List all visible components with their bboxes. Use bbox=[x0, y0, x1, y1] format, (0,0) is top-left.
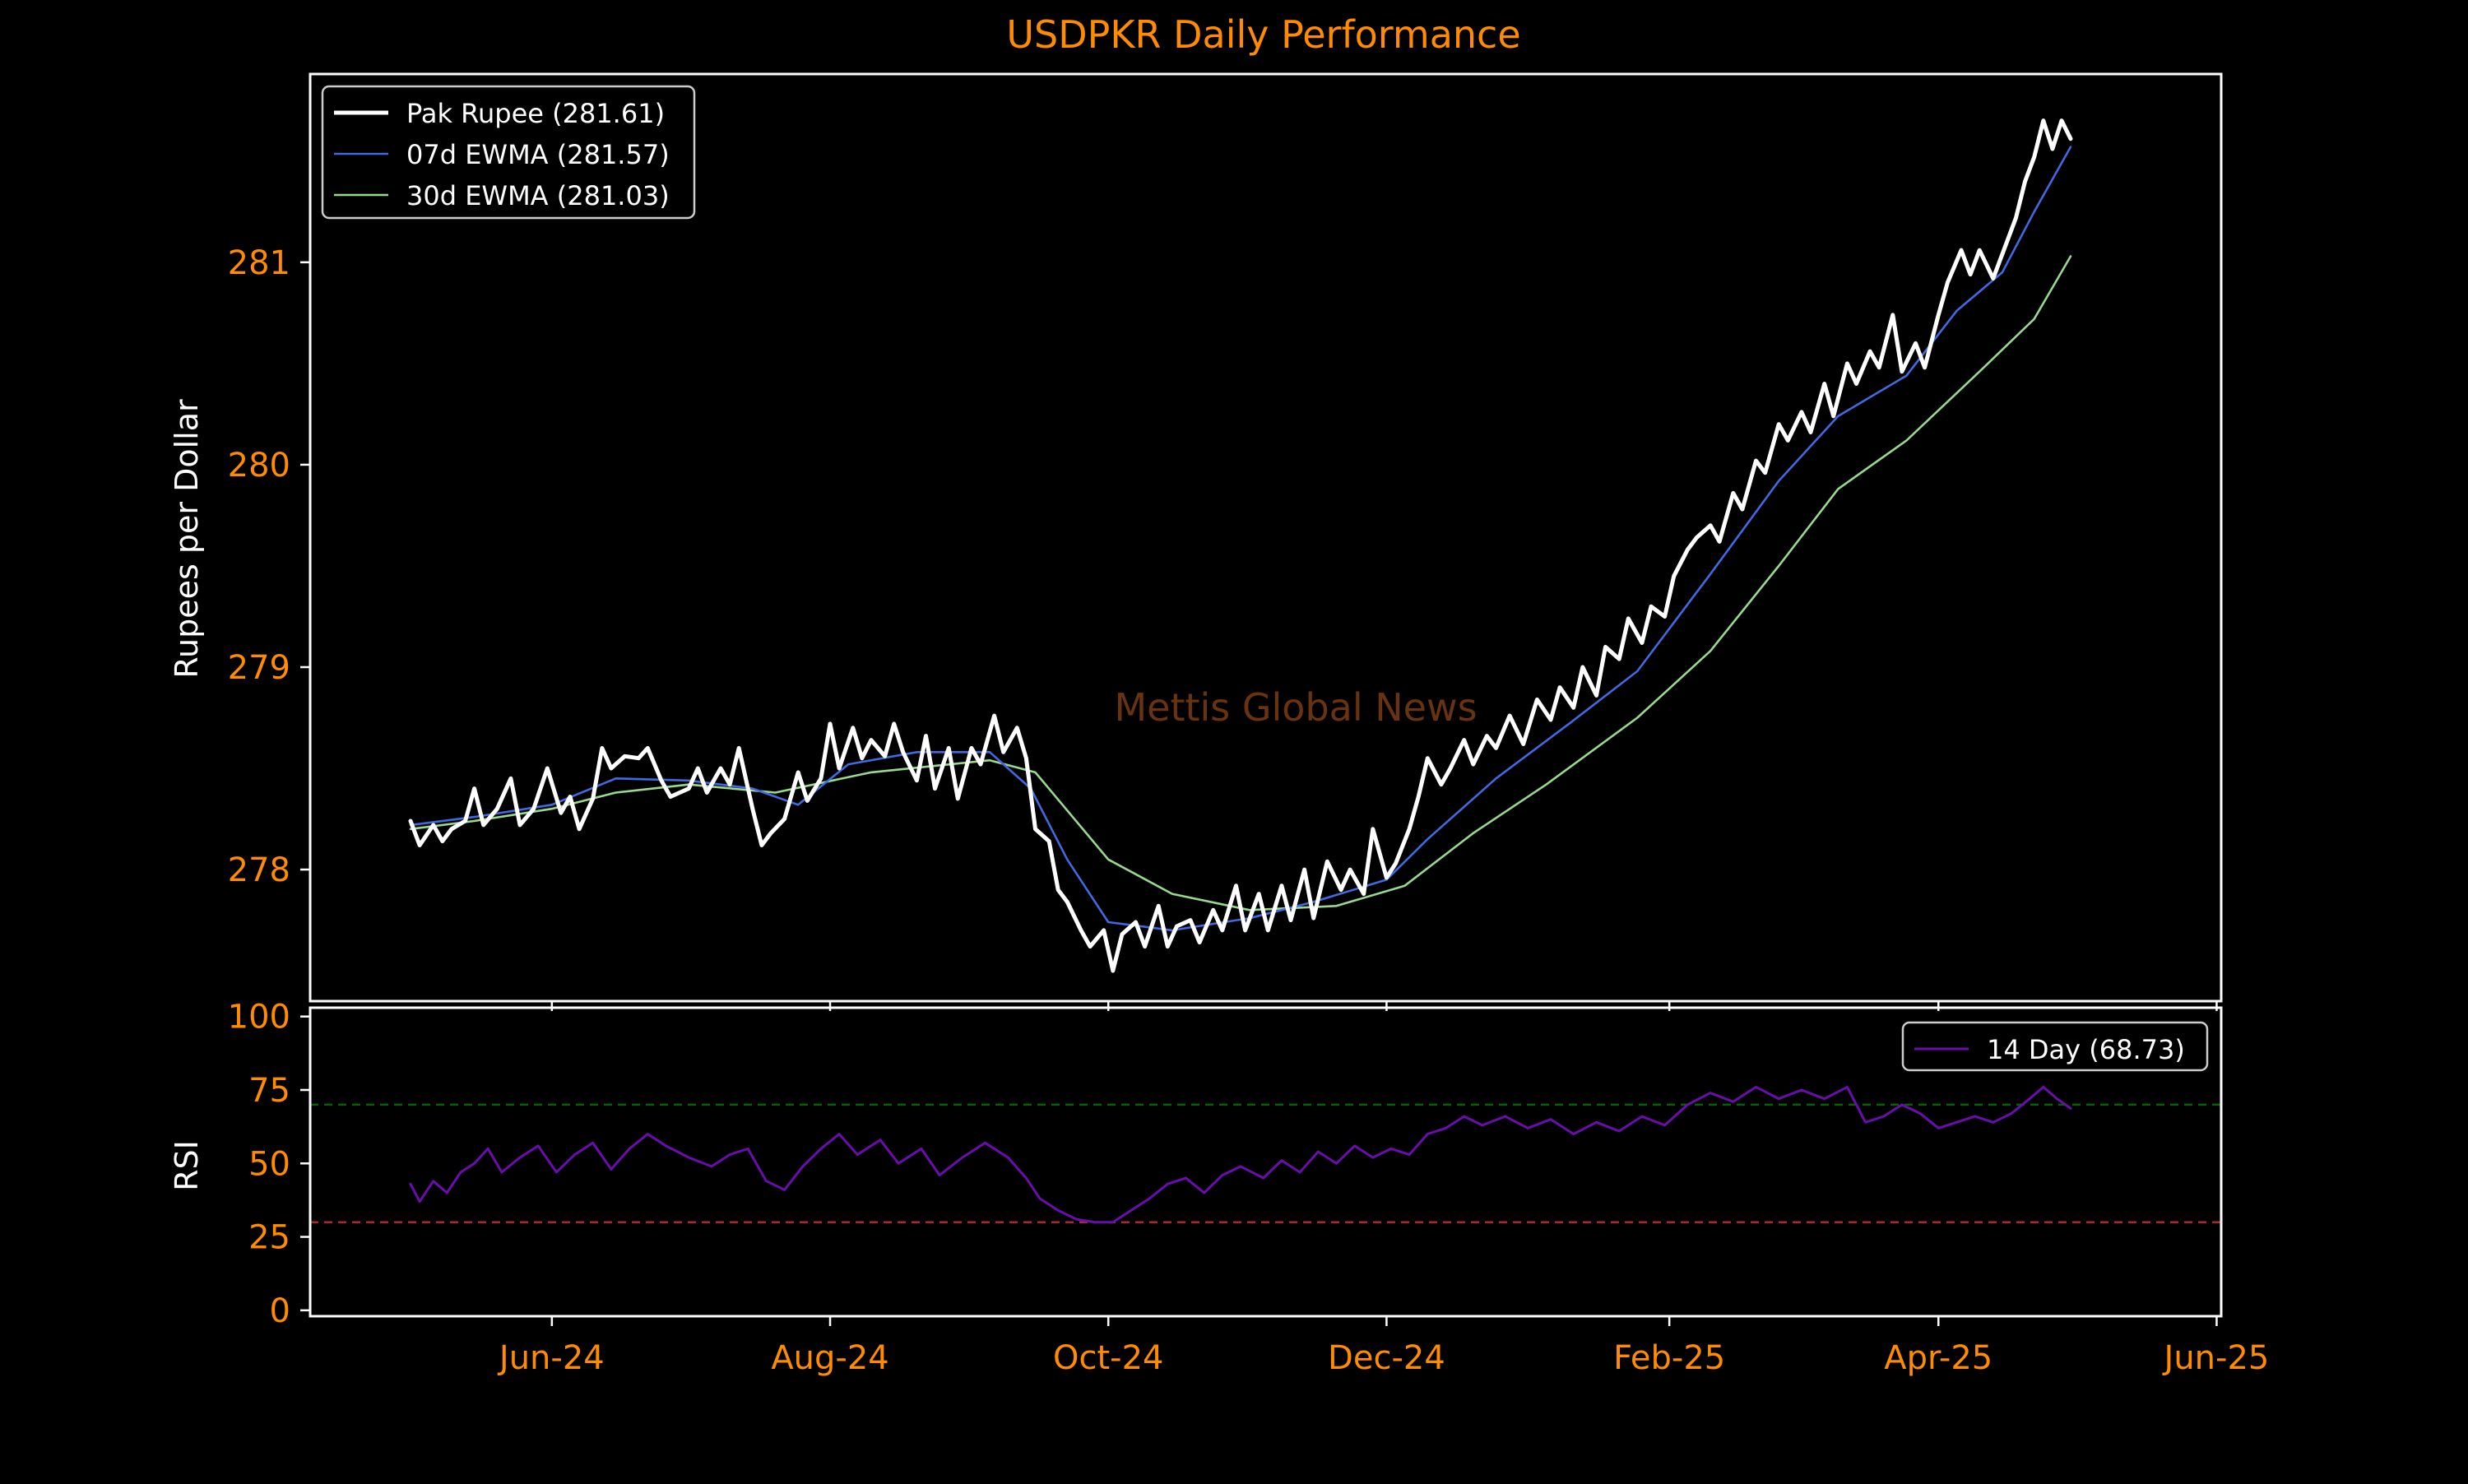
legend-label-ewma30: 30d EWMA (281.03) bbox=[406, 180, 670, 211]
rsi-y-tick-label: 75 bbox=[248, 1072, 290, 1110]
price-y-axis-label: Rupees per Dollar bbox=[169, 399, 205, 679]
price-y-tick-label: 279 bbox=[228, 649, 290, 687]
x-tick-label: Jun-24 bbox=[497, 1339, 605, 1377]
rsi-panel-rsi-line bbox=[409, 1085, 2072, 1224]
price-y-tick-label: 281 bbox=[228, 244, 290, 282]
rsi-y-axis-label: RSI bbox=[169, 1140, 205, 1191]
rsi-y-tick-label: 50 bbox=[248, 1145, 290, 1183]
x-tick-label: Feb-25 bbox=[1613, 1339, 1725, 1377]
x-tick-label: Jun-25 bbox=[2162, 1339, 2270, 1377]
rsi-y-tick-label: 25 bbox=[248, 1219, 290, 1257]
rsi-legend: 14 Day (68.73) bbox=[1901, 1021, 2209, 1072]
rsi-y-tick-label: 0 bbox=[270, 1292, 290, 1330]
rsi-y-tick-label: 100 bbox=[228, 999, 290, 1036]
legend-label-ewma7: 07d EWMA (281.57) bbox=[406, 139, 670, 170]
rsi-panel-frame bbox=[308, 1006, 2223, 1318]
x-tick-label: Aug-24 bbox=[771, 1339, 888, 1377]
legend-label-rsi: 14 Day (68.73) bbox=[1987, 1034, 2185, 1065]
x-tick-label: Dec-24 bbox=[1328, 1339, 1445, 1377]
price-panel-frame bbox=[308, 72, 2223, 1003]
price-y-tick-label: 278 bbox=[228, 851, 290, 889]
price-panel-price-line bbox=[408, 118, 2073, 973]
price-legend: Pak Rupee (281.61) 07d EWMA (281.57) 30d E… bbox=[321, 85, 696, 220]
legend-box bbox=[321, 85, 696, 220]
plot-layer: 278 279 280 281 0 25 50 75 100 Jun-24 Aug-24 Oct-24… bbox=[228, 118, 2270, 1377]
legend-label-price: Pak Rupee (281.61) bbox=[406, 98, 665, 129]
price-y-tick-label: 280 bbox=[228, 447, 290, 485]
watermark-text: Mettis Global News bbox=[1114, 685, 1477, 730]
chart-title: USDPKR Daily Performance bbox=[1006, 12, 1520, 57]
legend-box bbox=[1901, 1021, 2209, 1072]
x-tick-label: Apr-25 bbox=[1884, 1339, 1992, 1377]
x-tick-label: Oct-24 bbox=[1053, 1339, 1164, 1377]
